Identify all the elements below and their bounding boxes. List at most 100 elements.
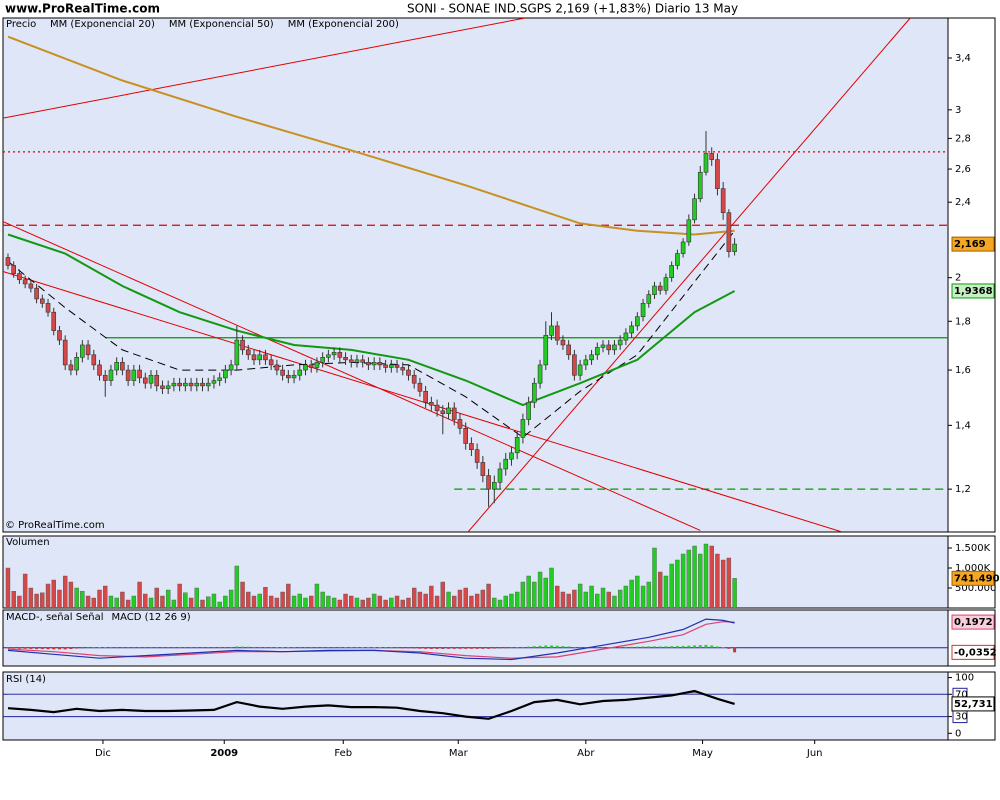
volume-bar — [103, 585, 108, 608]
histogram-bar — [652, 646, 656, 648]
volume-bar — [291, 595, 297, 608]
candle-body — [125, 369, 131, 381]
histogram-bar — [80, 647, 84, 649]
volume-bar — [486, 583, 491, 608]
volume-bar — [566, 593, 571, 608]
candle-body — [263, 354, 268, 361]
candle-body — [532, 382, 537, 403]
panel-plot — [3, 18, 948, 532]
y-tick-label: 3,4 — [955, 53, 971, 64]
histogram-bar — [189, 647, 193, 648]
candle-body — [434, 404, 440, 412]
histogram-bar — [618, 646, 622, 648]
volume-bar — [40, 592, 45, 608]
histogram-bar — [57, 647, 61, 650]
candle-body — [257, 354, 263, 361]
x-tick-label: Abr — [577, 748, 595, 759]
volume-bar — [34, 593, 39, 608]
volume-bar — [165, 589, 171, 608]
volume-bar — [440, 581, 446, 608]
histogram-bar — [115, 647, 119, 648]
histogram-bar — [395, 647, 399, 649]
candle-body — [303, 364, 308, 371]
candle-body — [652, 285, 657, 295]
histogram-bar — [263, 647, 267, 648]
volume-bar — [263, 587, 268, 608]
candle-body — [612, 344, 617, 351]
candle-body — [291, 374, 297, 379]
volume-bar — [635, 575, 640, 608]
candle-body — [22, 279, 28, 285]
histogram-bar — [401, 647, 405, 649]
candle-body — [583, 359, 589, 366]
histogram-bar — [366, 647, 370, 649]
candle-body — [240, 339, 245, 351]
last-value-label: 52,731 — [954, 699, 993, 710]
volume-bar — [274, 597, 280, 608]
histogram-bar — [138, 647, 142, 648]
volume-bar — [389, 597, 394, 608]
candle-body — [703, 153, 709, 173]
candle-body — [343, 357, 348, 361]
candle-body — [446, 407, 451, 414]
histogram-bar — [46, 647, 50, 650]
candle-body — [297, 369, 303, 376]
candle-body — [68, 364, 74, 371]
histogram-bar — [418, 647, 422, 649]
candle-body — [165, 385, 171, 389]
candle-body — [57, 330, 62, 341]
histogram-bar — [63, 647, 67, 650]
candle-body — [423, 390, 428, 403]
candle-body — [526, 402, 531, 420]
candle-body — [732, 243, 737, 252]
x-tick-label: May — [692, 748, 713, 759]
candle-body — [142, 377, 148, 384]
volume-bar — [520, 581, 526, 608]
volume-bar — [28, 587, 34, 608]
histogram-bar — [17, 647, 21, 649]
candle-body — [406, 369, 411, 376]
volume-bar — [600, 587, 606, 608]
volume-bar — [492, 597, 497, 608]
candle-body — [486, 475, 491, 490]
volume-bar — [623, 585, 629, 608]
candle-body — [188, 382, 194, 387]
histogram-bar — [670, 646, 674, 648]
candle-body — [80, 344, 85, 358]
histogram-bar — [693, 645, 697, 648]
volume-bar — [200, 599, 205, 608]
candle-body — [480, 462, 486, 476]
candle-body — [635, 316, 640, 327]
histogram-bar — [498, 647, 502, 649]
volume-bar — [45, 583, 51, 608]
volume-bar — [268, 595, 274, 608]
volume-bar — [326, 595, 331, 608]
volume-bar — [680, 553, 686, 608]
histogram-bar — [355, 647, 359, 648]
histogram-bar — [630, 646, 634, 648]
volume-bar — [206, 596, 211, 608]
histogram-bar — [183, 647, 187, 648]
volume-bar — [555, 585, 560, 608]
candle-body — [91, 354, 97, 366]
volume-bar — [183, 592, 188, 608]
candle-body — [280, 369, 285, 376]
histogram-bar — [132, 647, 136, 648]
histogram-bar — [550, 645, 554, 648]
volume-bar — [246, 591, 251, 608]
candle-body — [28, 283, 34, 289]
candle-body — [606, 344, 612, 351]
histogram-bar — [361, 647, 365, 649]
candle-body — [566, 344, 571, 356]
candle-body — [623, 332, 629, 341]
candle-body — [572, 354, 577, 376]
volume-bar — [297, 593, 302, 608]
histogram-bar — [681, 645, 685, 648]
candle-body — [377, 362, 383, 366]
histogram-bar — [275, 647, 279, 649]
histogram-bar — [23, 647, 27, 649]
candle-body — [543, 335, 549, 366]
series-line — [7, 233, 736, 407]
volume-bar — [120, 591, 125, 608]
